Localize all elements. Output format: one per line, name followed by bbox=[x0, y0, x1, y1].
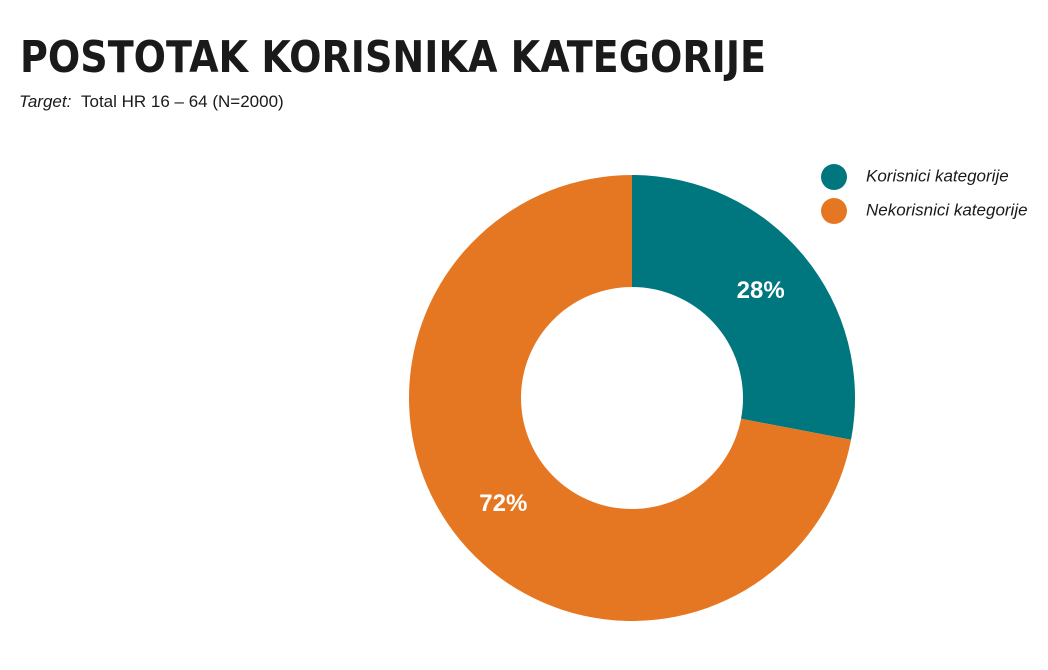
legend-label: Nekorisnici kategorije bbox=[866, 200, 1028, 219]
donut-slice bbox=[408, 175, 852, 621]
legend-marker bbox=[821, 198, 847, 224]
donut-slice bbox=[632, 175, 855, 440]
chart-title: POSTOTAK KORISNIKA KATEGORIJE bbox=[20, 32, 766, 83]
data-label: 28% bbox=[737, 277, 785, 304]
subtitle: Total HR 16 – 64 (N=2000) bbox=[81, 92, 284, 111]
subtitle-label: Target: bbox=[19, 92, 72, 111]
legend-marker bbox=[821, 164, 847, 190]
legend-label: Korisnici kategorije bbox=[866, 166, 1009, 185]
data-label: 72% bbox=[479, 490, 527, 517]
